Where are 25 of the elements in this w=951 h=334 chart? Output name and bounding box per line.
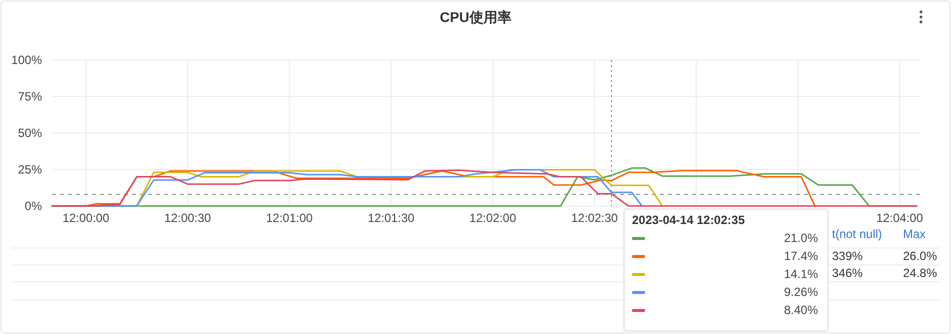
- y-tick-label: 100%: [11, 53, 42, 67]
- y-tick-label: 50%: [18, 126, 42, 140]
- text: Max: [903, 227, 926, 241]
- text: t(not null): [832, 227, 882, 241]
- text: 346%: [832, 266, 864, 280]
- chart-title: CPU使用率: [440, 9, 512, 25]
- x-tick-label: 12:04:00: [876, 211, 924, 225]
- x-tick-label: 12:02:00: [469, 211, 516, 225]
- text: 17.4%: [784, 249, 818, 263]
- x-tick-label: 12:02:30: [571, 211, 618, 225]
- x-tick-label: 12:00:00: [62, 211, 110, 225]
- text: 2023-04-14 12:02:35: [632, 213, 746, 227]
- text: 14.1%: [784, 267, 818, 281]
- y-tick-label: 75%: [18, 90, 42, 104]
- text: 339%: [832, 249, 864, 263]
- text: 9.26%: [784, 285, 818, 299]
- x-tick-label: 12:00:30: [164, 211, 212, 225]
- x-tick-label: 12:01:30: [368, 211, 415, 225]
- y-tick-label: 25%: [18, 162, 42, 176]
- text: 26.0%: [903, 249, 938, 263]
- text: 21.0%: [784, 231, 818, 245]
- text: 24.8%: [903, 266, 938, 280]
- y-tick-label: 0%: [24, 199, 42, 213]
- x-tick-label: 12:01:00: [266, 211, 314, 225]
- text: 8.40%: [784, 303, 818, 317]
